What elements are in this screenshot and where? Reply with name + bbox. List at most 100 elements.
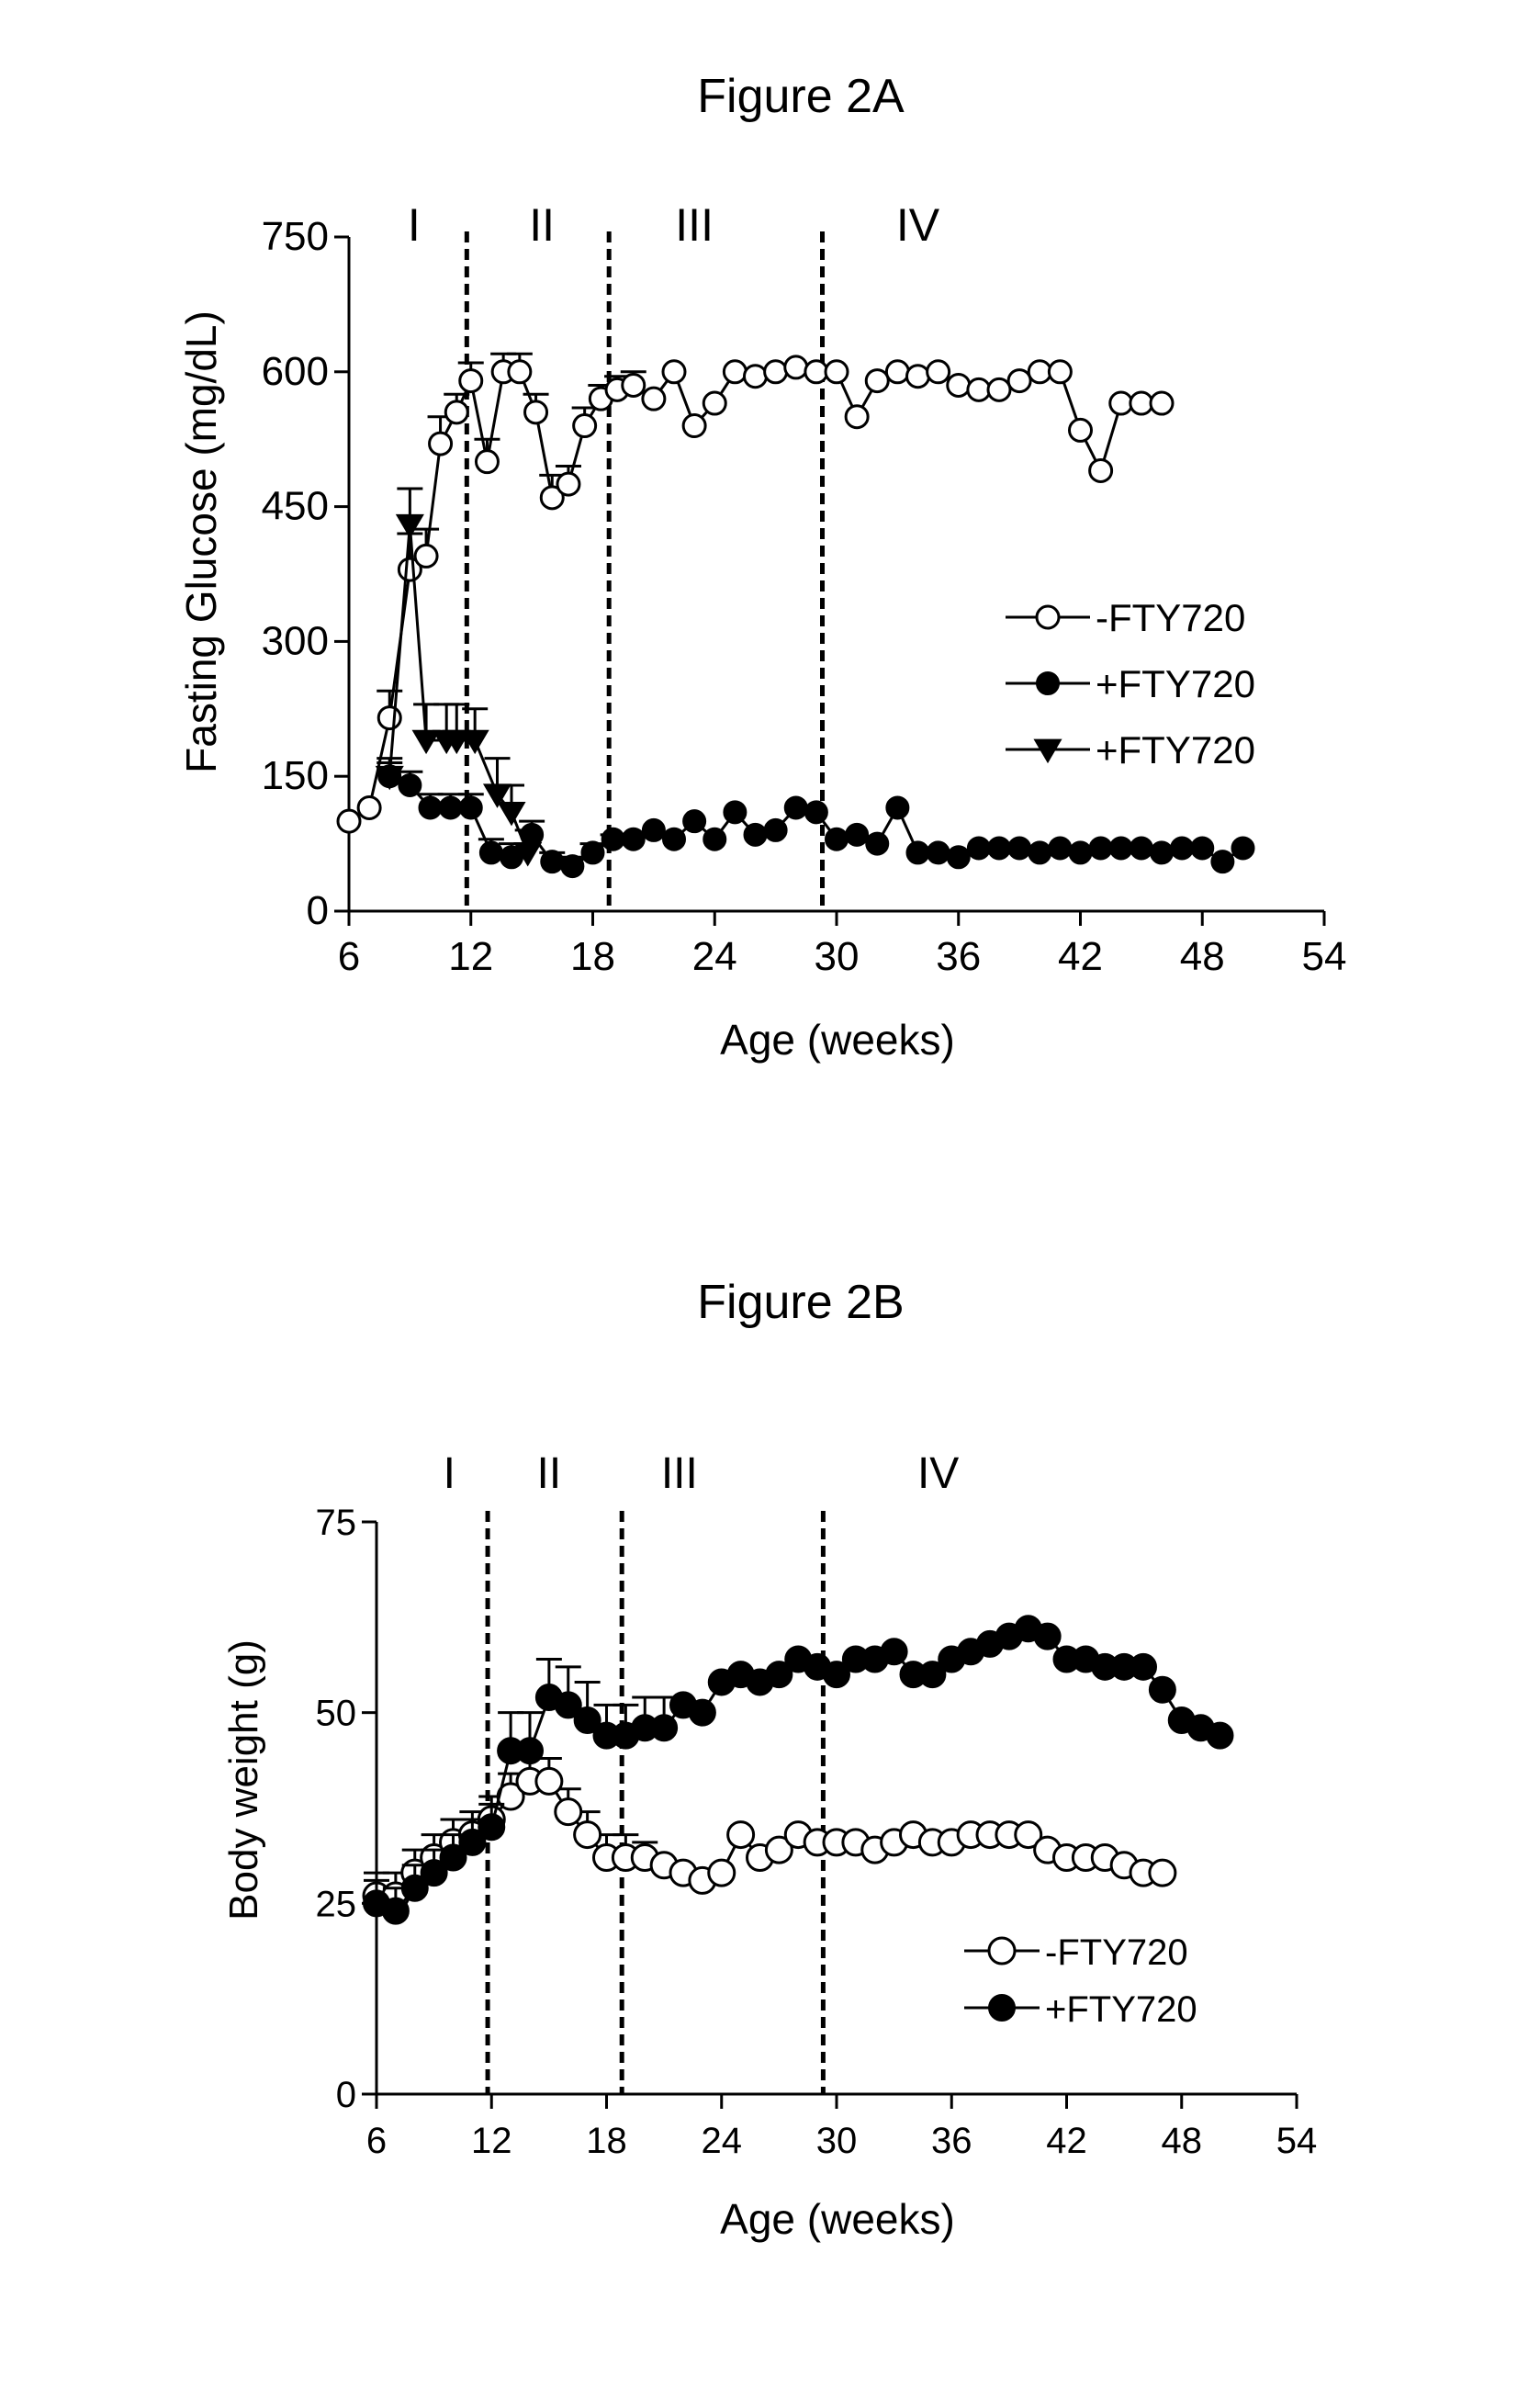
data-point xyxy=(1008,370,1030,392)
chart-figure-2b: Figure 2B Body weight (g) Age (weeks) 61… xyxy=(221,1276,1317,2243)
data-point xyxy=(765,361,787,383)
x-tick-label: 48 xyxy=(1162,2121,1203,2161)
legend-marker xyxy=(989,1995,1015,2021)
data-point xyxy=(643,388,665,410)
data-point xyxy=(1130,392,1152,414)
data-point xyxy=(866,370,888,392)
data-point xyxy=(805,801,827,823)
data-point xyxy=(709,1860,735,1886)
data-point xyxy=(1090,459,1112,481)
data-point xyxy=(1151,392,1173,414)
x-tick-label: 54 xyxy=(1302,934,1347,979)
data-point xyxy=(557,473,579,495)
data-point xyxy=(728,1822,754,1848)
data-point xyxy=(1110,392,1132,414)
data-point xyxy=(663,828,685,850)
data-point xyxy=(690,1700,715,1726)
data-point xyxy=(460,370,482,392)
chart-title: Figure 2B xyxy=(697,1276,904,1329)
chart-figure-2a: Figure 2A Fasting Glucose (mg/dL) Age (w… xyxy=(177,70,1346,1064)
data-point xyxy=(805,361,827,383)
legend-label: +FTY720 xyxy=(1096,662,1255,705)
phase-label: III xyxy=(661,1449,698,1498)
y-tick-label: 300 xyxy=(262,618,329,663)
data-point xyxy=(460,796,482,818)
data-point xyxy=(623,828,645,850)
x-tick-label: 36 xyxy=(936,934,981,979)
data-point xyxy=(480,841,502,863)
data-point xyxy=(745,366,767,388)
series-line xyxy=(349,367,1162,821)
data-point xyxy=(724,361,746,383)
data-point xyxy=(988,378,1010,400)
data-point xyxy=(582,841,604,863)
data-point xyxy=(703,828,725,850)
data-point xyxy=(509,361,531,383)
data-point xyxy=(445,401,467,423)
data-point xyxy=(1008,837,1030,859)
x-tick-label: 24 xyxy=(692,934,737,979)
data-point xyxy=(886,796,908,818)
x-tick-label: 18 xyxy=(570,934,615,979)
data-point xyxy=(826,828,848,850)
data-point xyxy=(882,1639,907,1664)
data-point xyxy=(785,356,807,378)
phase-markers: IIIIIIIV xyxy=(408,199,940,911)
data-point xyxy=(927,361,950,383)
data-point xyxy=(575,1822,601,1848)
data-point xyxy=(886,361,908,383)
data-point xyxy=(440,796,462,818)
legend-marker xyxy=(1037,606,1059,628)
legend-label: +FTY720 xyxy=(1045,1989,1197,2030)
data-marks xyxy=(364,1616,1233,1923)
data-point xyxy=(561,855,583,877)
data-point xyxy=(430,433,452,455)
data-point xyxy=(378,707,400,729)
data-point xyxy=(476,451,498,473)
data-point xyxy=(1150,1677,1175,1703)
legend: -FTY720+FTY720+FTY720 xyxy=(1006,596,1255,772)
y-tick-label: 25 xyxy=(316,1884,357,1924)
chart-title: Figure 2A xyxy=(697,70,905,123)
phase-label: IV xyxy=(896,199,940,251)
x-tick-label: 30 xyxy=(815,934,860,979)
data-point xyxy=(745,824,767,846)
data-point xyxy=(643,819,665,841)
data-point xyxy=(623,374,645,396)
data-point xyxy=(1171,837,1193,859)
data-point xyxy=(968,378,990,400)
data-point xyxy=(724,801,746,823)
data-point xyxy=(765,819,787,841)
data-point xyxy=(907,366,929,388)
data-point xyxy=(415,545,437,567)
phase-label: II xyxy=(529,199,555,251)
data-point xyxy=(846,824,868,846)
x-tick-label: 36 xyxy=(931,2121,972,2161)
data-point xyxy=(478,1814,504,1840)
y-tick-label: 450 xyxy=(262,484,329,529)
y-tick-label: 150 xyxy=(262,753,329,798)
x-tick-label: 12 xyxy=(448,934,493,979)
data-point xyxy=(1029,361,1051,383)
data-point xyxy=(1211,850,1233,873)
data-point xyxy=(399,774,421,796)
x-tick-label: 42 xyxy=(1058,934,1103,979)
y-axis-label: Fasting Glucose (mg/dL) xyxy=(177,310,225,773)
data-point xyxy=(1035,1624,1061,1650)
data-point xyxy=(1151,841,1173,863)
data-point xyxy=(1029,841,1051,863)
data-point xyxy=(338,810,360,832)
data-point xyxy=(988,837,1010,859)
x-tick-label: 18 xyxy=(586,2121,627,2161)
data-point xyxy=(866,833,888,855)
data-point xyxy=(1049,837,1071,859)
data-point xyxy=(525,401,547,423)
y-axis-label: Body weight (g) xyxy=(221,1639,266,1921)
legend-marker xyxy=(989,1938,1015,1964)
data-point xyxy=(968,837,990,859)
y-tick-label: 600 xyxy=(262,349,329,394)
data-point xyxy=(948,374,970,396)
data-point xyxy=(574,415,596,437)
legend-marker xyxy=(1037,672,1059,694)
data-point xyxy=(1070,841,1092,863)
